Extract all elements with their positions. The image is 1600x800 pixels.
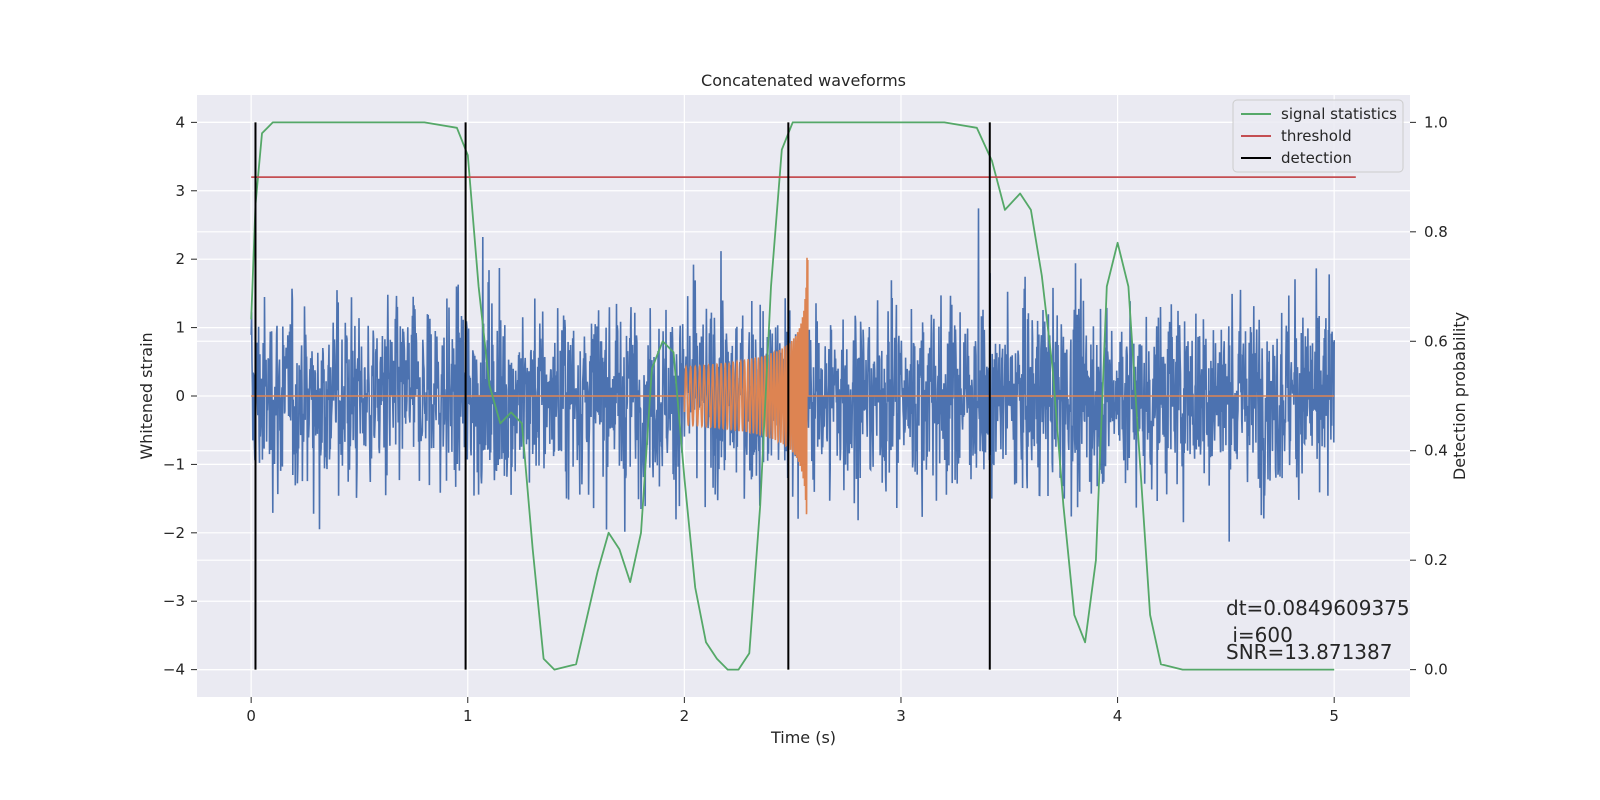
legend: signal statistics threshold detection [1232, 99, 1404, 173]
y-tick-label: 1 [175, 319, 185, 337]
strain-line [250, 208, 1335, 542]
y-tick-label: −3 [163, 592, 185, 610]
y2-tick-label: 0.8 [1424, 223, 1448, 241]
y-tick-label: 2 [175, 250, 185, 268]
legend-box [1232, 99, 1404, 173]
y-tick-label: 0 [175, 387, 185, 405]
x-tick-label: 3 [896, 707, 906, 725]
legend-label: signal statistics [1281, 105, 1397, 123]
y2-tick-label: 0.6 [1424, 332, 1448, 350]
y2-tick-label: 0.2 [1424, 551, 1448, 569]
x-axis-label: Time (s) [770, 728, 836, 747]
y2-tick-label: 0.4 [1424, 442, 1448, 460]
y-tick-label: −2 [163, 524, 185, 542]
waveform-series [251, 257, 1335, 515]
annotation-i: i=600 [1226, 623, 1293, 647]
axes: 0 1 2 3 4 5 4 3 2 1 0 −1 −2 −3 −4 1.0 0.8 0.6 0.4 0.2 0.0 [163, 113, 1448, 725]
y2-tick-label: 1.0 [1424, 113, 1448, 131]
waveform-line [251, 257, 1335, 515]
y-tick-label: 4 [175, 113, 185, 131]
chart-title: Concatenated waveforms [701, 71, 906, 90]
y2-tick-label: 0.0 [1424, 661, 1448, 679]
y-axis-label: Whitened strain [137, 332, 156, 459]
x-tick-label: 0 [246, 707, 256, 725]
series-group [250, 121, 1356, 671]
x-tick-label: 5 [1329, 707, 1339, 725]
x-tick-label: 1 [463, 707, 473, 725]
y-tick-label: −1 [163, 455, 185, 473]
y-tick-label: −4 [163, 661, 185, 679]
x-tick-label: 4 [1113, 707, 1123, 725]
legend-label: threshold [1281, 127, 1352, 145]
signal-statistics-line [250, 121, 1335, 671]
strain-series [250, 208, 1335, 542]
y-tick-label: 3 [175, 182, 185, 200]
x-tick-label: 2 [680, 707, 690, 725]
y2-axis-label: Detection probability [1450, 312, 1469, 480]
annotation-dt: dt=0.0849609375 [1226, 596, 1410, 620]
legend-label: detection [1281, 149, 1352, 167]
annotation-snr: SNR=13.871387 [1226, 640, 1392, 664]
annotations: dt=0.0849609375 i=600 SNR=13.871387 [1226, 596, 1410, 664]
